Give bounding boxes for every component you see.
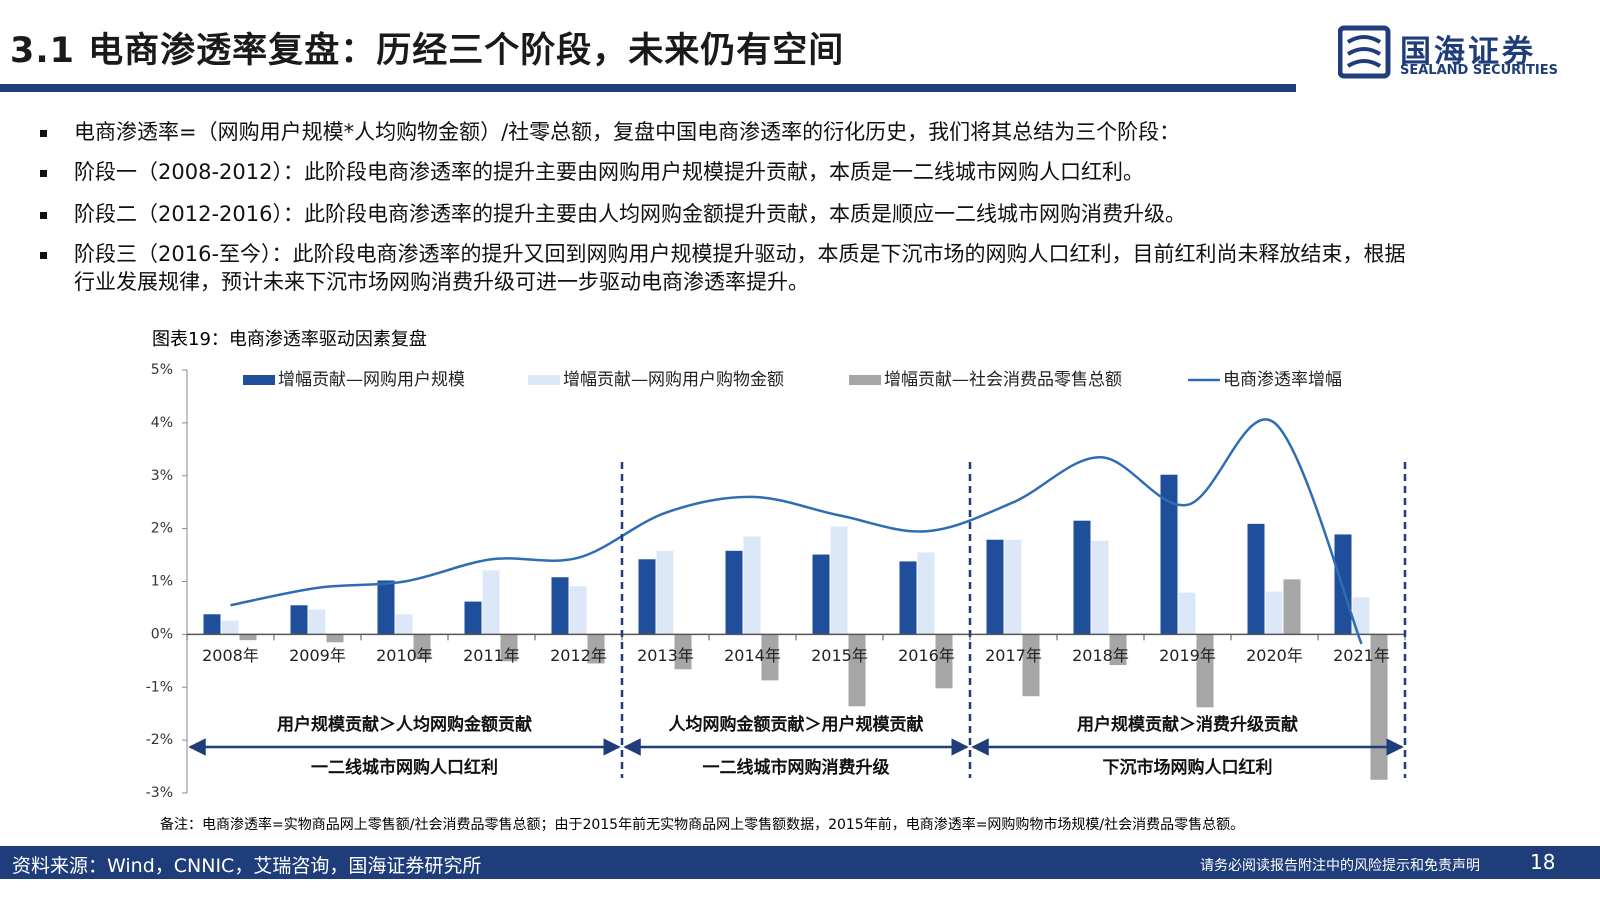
bar bbox=[1265, 591, 1283, 635]
chart: 图表19：电商渗透率驱动因素复盘 备注：电商渗透率=实物商品网上零售额/社会消费… bbox=[146, 329, 1407, 833]
phase-top: 用户规模贡献＞人均网购金额贡献 bbox=[277, 714, 532, 735]
y-tick-label: 0% bbox=[151, 626, 173, 642]
bar bbox=[1109, 634, 1127, 666]
y-tick-label: -1% bbox=[146, 679, 173, 695]
chart-note: 备注：电商渗透率=实物商品网上零售额/社会消费品零售总额；由于2015年前无实物… bbox=[160, 816, 1244, 833]
page-number: 18 bbox=[1530, 850, 1556, 874]
x-tick-label: 2018年 bbox=[1072, 646, 1129, 665]
line bbox=[230, 418, 1363, 645]
x-tick-label: 2013年 bbox=[637, 646, 694, 665]
bullet: 阶段一（2008-2012）：此阶段电商渗透率的提升主要由网购用户规模提升贡献，… bbox=[38, 158, 1418, 186]
chart-title: 图表19：电商渗透率驱动因素复盘 bbox=[152, 329, 427, 350]
page-title: 3.1 电商渗透率复盘：历经三个阶段，未来仍有空间 bbox=[10, 31, 845, 71]
bar bbox=[725, 550, 743, 635]
bar bbox=[1160, 474, 1178, 635]
legend-label: 增幅贡献—社会消费品零售总额 bbox=[884, 370, 1122, 390]
logo-text: 国海证券 bbox=[1400, 34, 1536, 70]
bullet-list: 电商渗透率=（网购用户规模*人均购物金额）/社零总额，复盘中国电商渗透率的衍化历… bbox=[38, 118, 1418, 308]
bar bbox=[290, 605, 308, 635]
bullet: 阶段二（2012-2016）：此阶段电商渗透率的提升主要由人均网购金额提升贡献，… bbox=[38, 200, 1418, 228]
x-tick-label: 2019年 bbox=[1159, 646, 1216, 665]
x-tick-label: 2010年 bbox=[376, 646, 433, 665]
x-tick-label: 2014年 bbox=[724, 646, 781, 665]
phase-bottom: 一二线城市网购消费升级 bbox=[703, 757, 890, 778]
y-tick-label: 4% bbox=[151, 415, 173, 431]
bar bbox=[812, 554, 830, 635]
x-tick-label: 2008年 bbox=[202, 646, 259, 665]
bar bbox=[848, 634, 866, 707]
legend-marker bbox=[849, 375, 881, 385]
bullet: 阶段三（2016-至今）：此阶段电商渗透率的提升又回到网购用户规模提升驱动，本质… bbox=[38, 240, 1418, 296]
x-tick-label: 2016年 bbox=[898, 646, 955, 665]
bar bbox=[500, 634, 518, 662]
y-tick-label: -3% bbox=[146, 785, 173, 801]
logo-text-en: SEALAND SECURITIES bbox=[1400, 63, 1558, 78]
y-tick-label: 1% bbox=[151, 574, 173, 590]
logo-icon bbox=[1338, 25, 1391, 79]
bar bbox=[743, 536, 761, 635]
bar bbox=[1352, 597, 1370, 635]
bar bbox=[1073, 520, 1091, 635]
bar bbox=[674, 634, 692, 670]
bar bbox=[395, 614, 413, 635]
bar bbox=[203, 614, 221, 635]
bar bbox=[587, 634, 605, 664]
x-tick-label: 2020年 bbox=[1246, 646, 1303, 665]
bullet: 电商渗透率=（网购用户规模*人均购物金额）/社零总额，复盘中国电商渗透率的衍化历… bbox=[38, 118, 1418, 146]
bar bbox=[221, 620, 239, 635]
bar bbox=[935, 634, 953, 689]
legend-label: 增幅贡献—网购用户规模 bbox=[278, 370, 465, 390]
bar bbox=[1091, 540, 1109, 635]
bar bbox=[326, 634, 344, 643]
title-rule bbox=[0, 84, 1296, 92]
bar bbox=[986, 539, 1004, 635]
x-tick-label: 2015年 bbox=[811, 646, 868, 665]
bar bbox=[1283, 579, 1301, 635]
bar bbox=[482, 570, 500, 635]
bar bbox=[308, 609, 326, 635]
source: 资料来源：Wind，CNNIC，艾瑞咨询，国海证券研究所 bbox=[12, 855, 482, 877]
bar bbox=[1196, 634, 1214, 708]
phase-bottom: 一二线城市网购人口红利 bbox=[311, 757, 498, 778]
legend-label: 增幅贡献—网购用户购物金额 bbox=[563, 370, 784, 390]
y-tick-label: 2% bbox=[151, 521, 173, 537]
footer-band bbox=[0, 846, 1600, 879]
bar bbox=[551, 577, 569, 635]
phase-top: 人均网购金额贡献＞用户规模贡献 bbox=[669, 714, 924, 735]
bar bbox=[377, 580, 395, 635]
bar bbox=[569, 586, 587, 635]
bar bbox=[638, 559, 656, 635]
bar bbox=[656, 550, 674, 635]
bar bbox=[917, 552, 935, 635]
bar bbox=[1004, 539, 1022, 635]
x-tick-label: 2009年 bbox=[289, 646, 346, 665]
bar bbox=[899, 561, 917, 635]
legend-marker bbox=[528, 375, 560, 385]
x-tick-label: 2012年 bbox=[550, 646, 607, 665]
x-tick-label: 2011年 bbox=[463, 646, 520, 665]
phase-bottom: 下沉市场网购人口红利 bbox=[1103, 757, 1273, 778]
bar bbox=[830, 526, 848, 635]
x-tick-label: 2021年 bbox=[1333, 646, 1390, 665]
legend-label: 电商渗透率增幅 bbox=[1223, 370, 1342, 390]
phase-top: 用户规模贡献＞消费升级贡献 bbox=[1077, 714, 1298, 735]
bar bbox=[1247, 523, 1265, 635]
bar bbox=[239, 634, 257, 641]
y-tick-label: 5% bbox=[151, 362, 173, 378]
bar bbox=[464, 601, 482, 635]
y-tick-label: -2% bbox=[146, 732, 173, 748]
disclaimer: 请务必阅读报告附注中的风险提示和免责声明 bbox=[1200, 858, 1480, 874]
bar bbox=[413, 634, 431, 660]
bar bbox=[1022, 634, 1040, 697]
x-tick-label: 2017年 bbox=[985, 646, 1042, 665]
bar bbox=[761, 634, 779, 681]
bar bbox=[1178, 592, 1196, 635]
legend-marker bbox=[243, 375, 275, 385]
y-tick-label: 3% bbox=[151, 468, 173, 484]
